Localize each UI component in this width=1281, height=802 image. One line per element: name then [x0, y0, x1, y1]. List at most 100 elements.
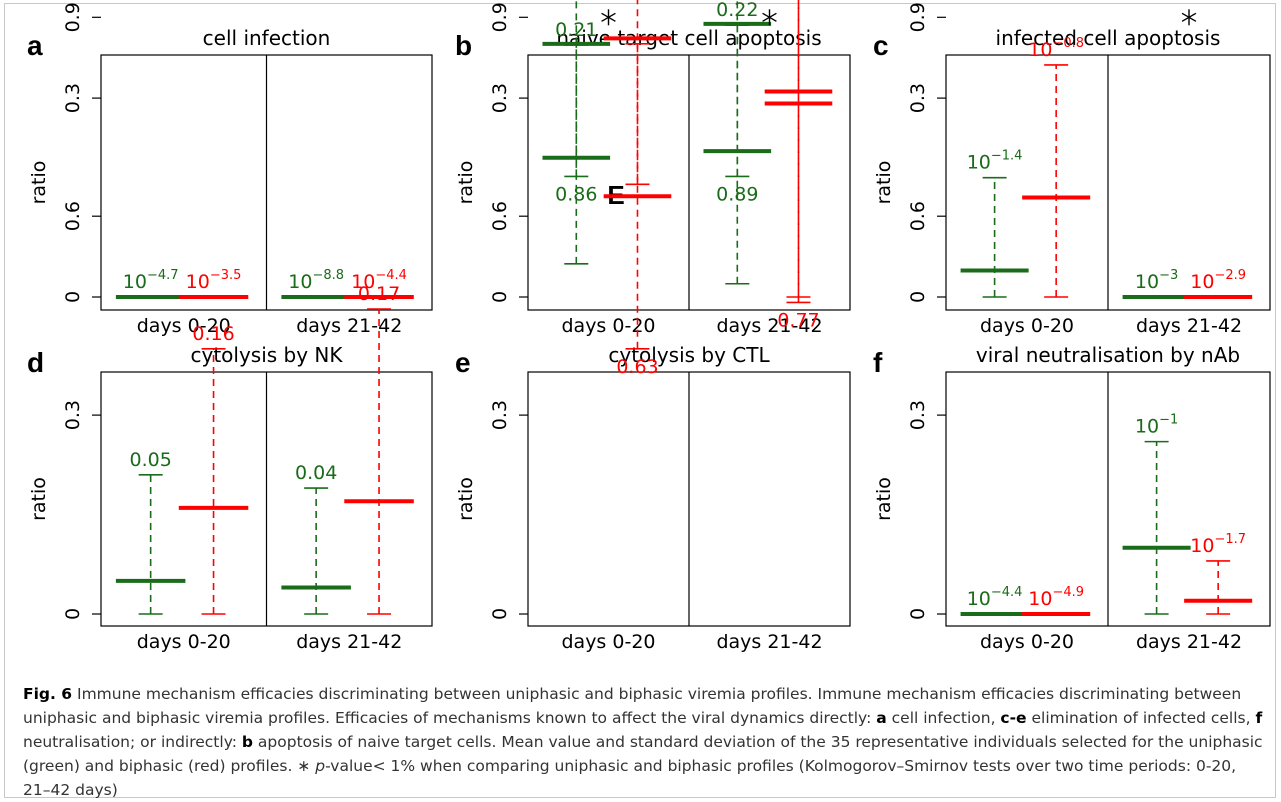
value-label-base: 10 [288, 271, 312, 293]
y-tick-label: 0 [62, 608, 84, 620]
panel-label: c [873, 30, 889, 61]
value-label-exponent: −4.7 [147, 268, 179, 283]
x-category-label: days 21-42 [716, 631, 822, 653]
value-label-exponent: −4.9 [1052, 585, 1084, 600]
y-axis-label: ratio [455, 477, 477, 521]
value-label: 10−4.4 [967, 585, 1023, 610]
y-axis-label: ratio [28, 477, 50, 521]
value-label: 10−3 [1135, 268, 1178, 293]
value-label-base: 10 [1190, 535, 1214, 557]
y-tick-label: 0.3 [62, 83, 84, 113]
y-tick-label: 0 [489, 291, 511, 303]
panel-f: f viral neutralisation by nAb ratio 0 0.3 0.6… [873, 2, 1271, 653]
y-tick-label: 0 [907, 608, 929, 620]
value-label-base: 0.04 [295, 462, 337, 484]
panel-d: d cytolysis by NK ratio 0 0.3 0.6 0.9 days 0-20… [27, 2, 433, 653]
value-label-exponent: −8.8 [312, 268, 344, 283]
value-label-base: 10 [351, 271, 375, 293]
value-label-base: 10 [967, 588, 991, 610]
y-tick-label: 0.3 [907, 83, 929, 113]
value-label: 0.63 [616, 356, 658, 378]
caption-ref-f: f [1255, 709, 1263, 727]
panel-label: f [873, 347, 883, 378]
value-label-exponent: −1.4 [991, 149, 1023, 164]
value-label: 0.86 [555, 183, 597, 205]
x-category-label: days 0-20 [561, 631, 655, 653]
value-label-base: 0.89 [716, 183, 758, 205]
panel-label: b [455, 30, 472, 61]
caption-text-5: apoptosis of naive target cells. Mean va… [23, 733, 1263, 775]
value-label: 0.89 [716, 183, 758, 205]
x-category-label: days 0-20 [561, 315, 655, 337]
y-tick-label: 0.9 [489, 2, 511, 32]
panel-title: cytolysis by NK [190, 343, 343, 367]
panel-title: cytolysis by CTL [608, 343, 770, 367]
caption-ref-a: a [876, 709, 887, 727]
value-label-exponent: −3 [1159, 268, 1178, 283]
value-label: 10−4.4 [351, 268, 407, 293]
significance-star [601, 9, 616, 26]
value-label: 10−4.9 [1028, 585, 1084, 610]
value-label-base: 0.17 [358, 283, 400, 305]
value-label: 10−4.7 [123, 268, 179, 293]
value-label-exponent: −0.8 [1052, 36, 1084, 51]
value-label: 0.05 [129, 449, 171, 471]
caption-text-4: neutralisation; or indirectly: [23, 733, 242, 751]
y-axis-label: ratio [28, 161, 50, 205]
value-label-exponent: −2.9 [1214, 268, 1246, 283]
value-label: 10−3.5 [186, 268, 242, 293]
y-axis-label: ratio [873, 477, 895, 521]
x-category-label: days 21-42 [1136, 315, 1242, 337]
value-label: 0.22 [716, 0, 758, 21]
value-label-exponent: −1 [1159, 413, 1178, 428]
panel-label: d [27, 347, 44, 378]
value-label-exponent: −4.4 [991, 585, 1023, 600]
value-label-base: 0.05 [129, 449, 171, 471]
y-tick-label: 0.3 [62, 400, 84, 430]
caption-pvalue: p [315, 757, 326, 775]
panel-title: infected cell apoptosis [996, 26, 1221, 50]
panel-label: a [27, 30, 43, 61]
x-category-label: days 21-42 [716, 315, 822, 337]
y-tick-label: 0.9 [62, 2, 84, 32]
value-label: 0.17 [358, 283, 400, 305]
caption-ref-ce: c-e [1000, 709, 1027, 727]
value-label-base: 10 [1135, 416, 1159, 438]
caption-fig-label: Fig. 6 [23, 685, 73, 703]
panel-label: e [455, 347, 471, 378]
value-label-base: 0.16 [192, 323, 234, 345]
value-label: 0.04 [295, 462, 337, 484]
y-tick-label: 0.3 [489, 400, 511, 430]
value-label-base: 0.86 [555, 183, 597, 205]
x-category-label: days 0-20 [980, 631, 1074, 653]
x-category-label: days 0-20 [137, 315, 231, 337]
panel-e: e cytolysis by CTL ratio 0 0.3 0.6 0.9 days 0-2… [455, 0, 851, 653]
y-tick-label: 0.9 [907, 2, 929, 32]
value-label: 10−0.8 [1028, 36, 1084, 61]
y-tick-label: 0.3 [907, 400, 929, 430]
y-tick-label: 0.3 [489, 83, 511, 113]
value-label-base: 0.77 [777, 309, 819, 331]
y-tick-label: 0 [489, 608, 511, 620]
x-category-label: days 21-42 [296, 631, 402, 653]
caption-text-3: elimination of infected cells, [1026, 709, 1256, 727]
y-tick-label: 0 [907, 291, 929, 303]
y-tick-label: 0 [62, 291, 84, 303]
value-label-base: 10 [967, 152, 991, 174]
value-label: 0.16 [192, 323, 234, 345]
figure-caption: Fig. 6 Immune mechanism efficacies discr… [23, 682, 1263, 802]
caption-text-2: cell infection, [886, 709, 1001, 727]
value-label: 0.77 [777, 309, 819, 331]
panel-title: viral neutralisation by nAb [976, 343, 1240, 367]
figure-frame [4, 3, 1276, 798]
value-label-exponent: −4.4 [375, 268, 407, 283]
x-category-label: days 21-42 [296, 315, 402, 337]
value-label: 10−8.8 [288, 268, 344, 293]
value-label: 10−2.9 [1190, 268, 1246, 293]
value-label-base: 10 [1028, 39, 1052, 61]
panel-title: naive target cell apoptosis [556, 26, 821, 50]
y-tick-label: 0.6 [62, 201, 84, 231]
